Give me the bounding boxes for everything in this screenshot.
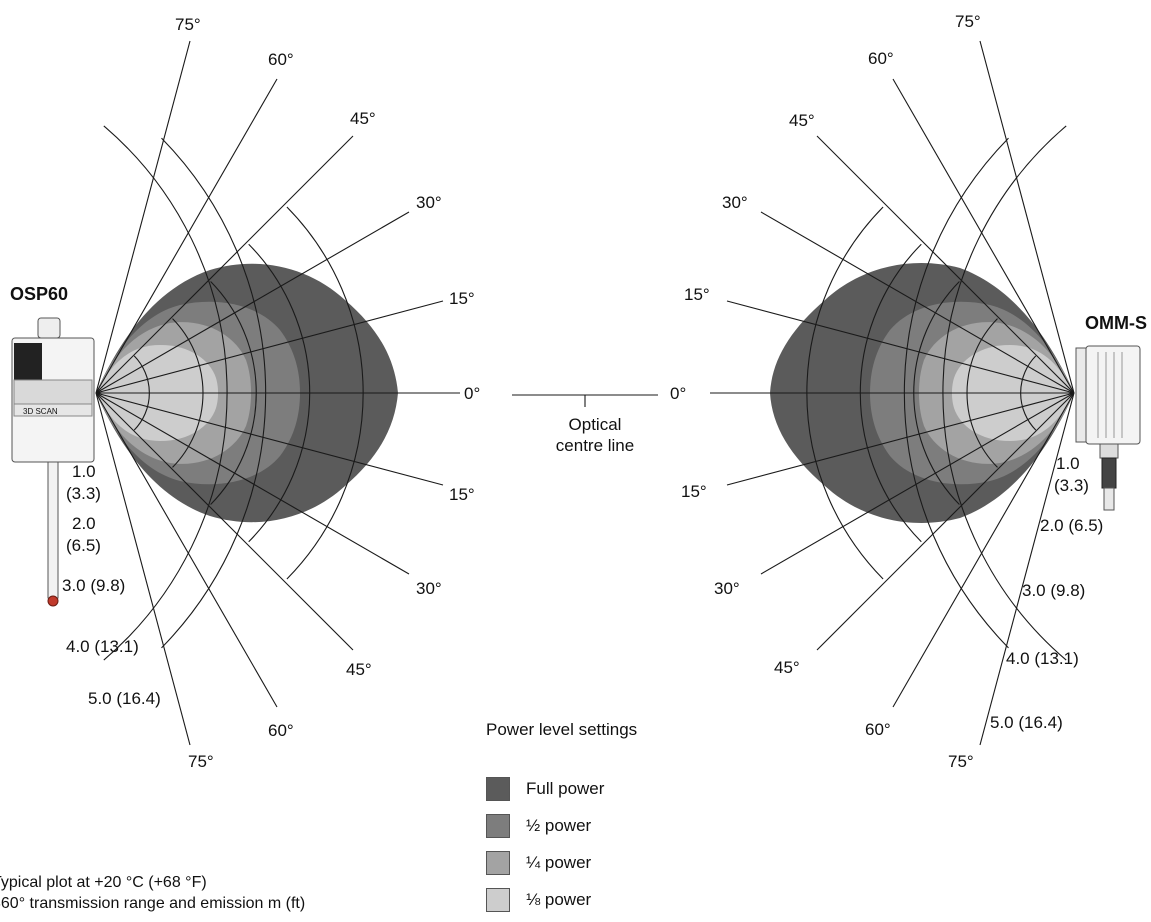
power-legend: Full power ½ power ¼ power ⅛ power <box>486 770 604 918</box>
right-angle-lower-30: 30° <box>714 579 740 598</box>
left-range-4: 4.0 (13.1) <box>66 637 139 656</box>
right-range-4: 4.0 (13.1) <box>1006 649 1079 668</box>
left-range-2-m: 2.0 <box>72 514 96 533</box>
right-angle-lower-60: 60° <box>865 720 891 739</box>
left-angle-upper-15: 15° <box>449 289 475 308</box>
right-range-1-m: 1.0 <box>1056 454 1080 473</box>
left-angle-upper-75: 75° <box>175 15 201 34</box>
left-angle-0: 0° <box>464 384 480 403</box>
legend-label-eighth: ⅛ power <box>526 889 592 909</box>
right-angle-lower-75: 75° <box>948 752 974 771</box>
legend-item-half: ½ power <box>486 807 604 844</box>
legend-item-quarter: ¼ power <box>486 844 604 881</box>
left-angle-lower-30: 30° <box>416 579 442 598</box>
legend-label-quarter: ¼ power <box>526 852 592 872</box>
left-polar-plot: 3D SCAN OSP60 0° 15° 30° 45° 60° 75° 15°… <box>10 15 480 771</box>
right-range-5: 5.0 (16.4) <box>990 713 1063 732</box>
legend-item-full: Full power <box>486 770 604 807</box>
left-angle-upper-60: 60° <box>268 50 294 69</box>
optical-label-line-2: centre line <box>555 436 635 455</box>
osp60-body-text: 3D SCAN <box>23 407 58 416</box>
left-angle-upper-30: 30° <box>416 193 442 212</box>
osp60-probe-illustration: 3D SCAN <box>11 317 95 607</box>
left-angle-lower-60: 60° <box>268 721 294 740</box>
legend-item-eighth: ⅛ power <box>486 881 604 918</box>
plot-notes: Typical plot at +20 °C (+68 °F) 360° tra… <box>0 872 305 914</box>
left-angle-upper-45: 45° <box>350 109 376 128</box>
right-range-1-ft: (3.3) <box>1054 476 1089 495</box>
left-range-1-m: 1.0 <box>72 462 96 481</box>
left-range-1-ft: (3.3) <box>66 484 101 503</box>
right-angle-rays <box>710 40 1075 746</box>
right-device-label: OMM-S <box>1085 313 1147 333</box>
right-angle-upper-15: 15° <box>684 285 710 304</box>
left-angle-lower-15: 15° <box>449 485 475 504</box>
left-angle-rays <box>95 40 460 746</box>
optical-label-line-1: Optical <box>568 415 622 434</box>
right-polar-plot: OMM-S 0° 15° 30° 45° 60° 75° 15° 30° 45°… <box>670 12 1147 771</box>
left-range-5: 5.0 (16.4) <box>88 689 161 708</box>
legend-label-half: ½ power <box>526 815 592 835</box>
left-angle-lower-45: 45° <box>346 660 372 679</box>
left-angle-lower-75: 75° <box>188 752 214 771</box>
right-angle-lower-45: 45° <box>774 658 800 677</box>
legend-swatch-half <box>486 813 510 838</box>
right-range-2: 2.0 (6.5) <box>1040 516 1103 535</box>
right-angle-upper-60: 60° <box>868 49 894 68</box>
note-typical-plot: Typical plot at +20 °C (+68 °F) <box>0 874 207 891</box>
left-range-2-ft: (6.5) <box>66 536 101 555</box>
legend-swatch-eighth <box>486 887 510 912</box>
right-angle-upper-75: 75° <box>955 12 981 31</box>
right-angle-upper-30: 30° <box>722 193 748 212</box>
omm-s-receiver-illustration <box>1075 345 1141 511</box>
legend-swatch-quarter <box>486 850 510 875</box>
right-angle-upper-45: 45° <box>789 111 815 130</box>
left-device-label: OSP60 <box>10 284 68 304</box>
note-transmission-range: 360° transmission range and emission m (… <box>0 895 306 912</box>
legend-swatch-full <box>486 776 510 801</box>
right-angle-0: 0° <box>670 384 686 403</box>
left-range-3: 3.0 (9.8) <box>62 576 125 595</box>
right-range-3: 3.0 (9.8) <box>1022 581 1085 600</box>
right-angle-lower-15: 15° <box>681 482 707 501</box>
legend-title: Power level settings <box>486 720 638 739</box>
optical-centre-line-label: Optical centre line <box>540 414 650 456</box>
legend-label-full: Full power <box>526 778 605 798</box>
optical-centre-line-marker <box>512 394 658 407</box>
